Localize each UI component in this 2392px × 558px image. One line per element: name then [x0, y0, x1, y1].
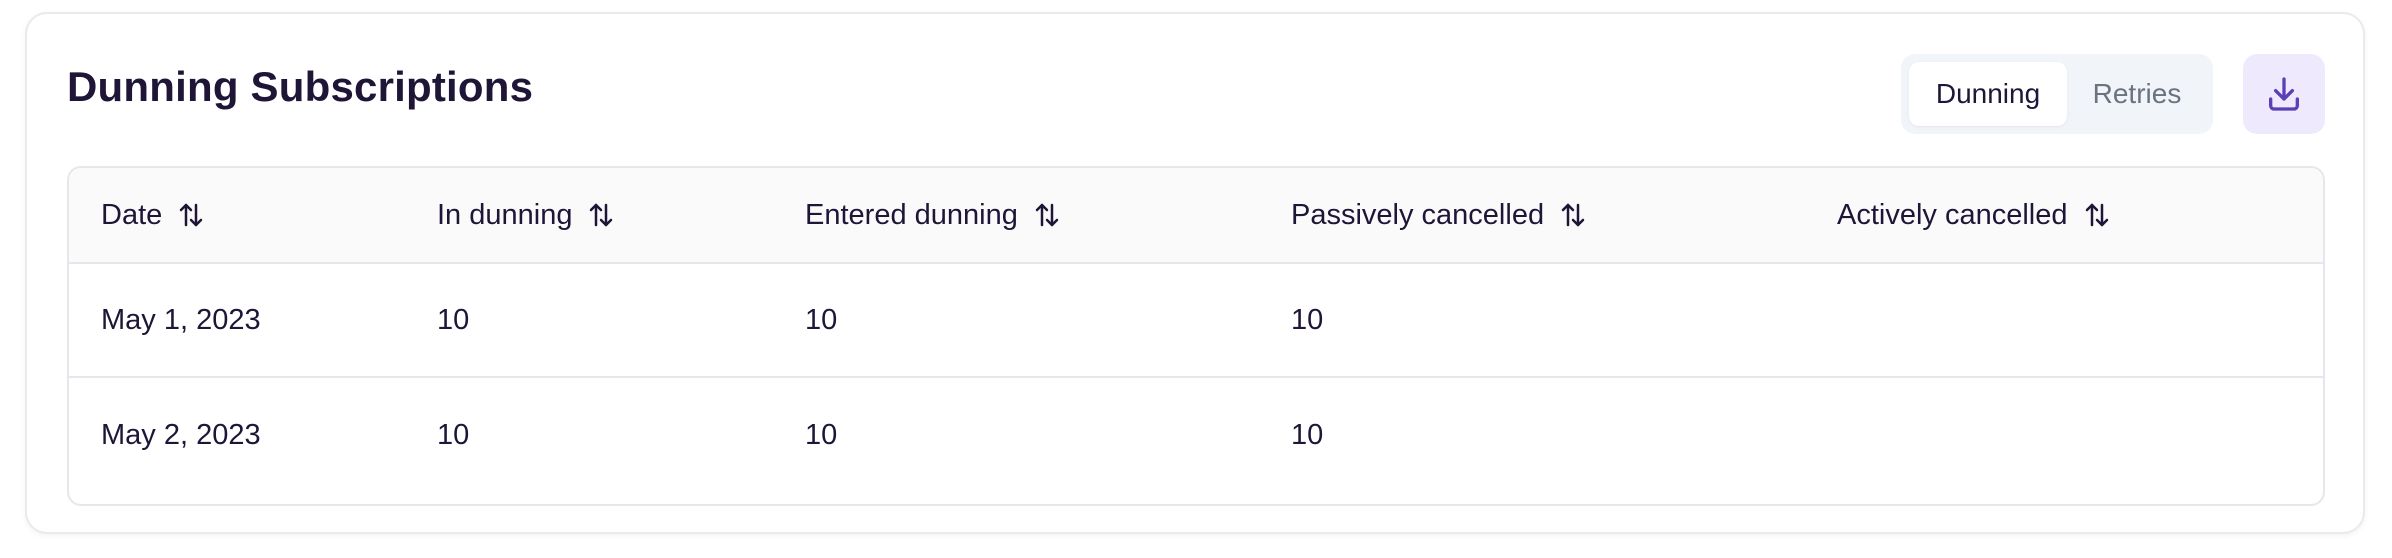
sort-arrows-icon[interactable]: [1558, 200, 1588, 230]
download-icon: [2269, 77, 2299, 111]
cell-entered-dunning: 10: [805, 303, 838, 336]
dunning-table: Date In dunning Entered dunning Passivel…: [67, 166, 2325, 506]
column-header-label: Entered dunning: [805, 198, 1018, 231]
table-header-row: Date In dunning Entered dunning Passivel…: [69, 168, 2323, 264]
cell-entered-dunning: 10: [805, 418, 838, 451]
column-header-label: Passively cancelled: [1291, 198, 1545, 231]
column-header-date[interactable]: Date: [101, 168, 206, 262]
column-header-label: Actively cancelled: [1837, 198, 2068, 231]
sort-arrows-icon[interactable]: [176, 200, 206, 230]
cell-date: May 1, 2023: [101, 303, 261, 336]
view-toggle: Dunning Retries: [1901, 54, 2213, 134]
cell-date: May 2, 2023: [101, 418, 261, 451]
dunning-subscriptions-card: Dunning Subscriptions Dunning Retries Da…: [25, 12, 2365, 534]
cell-in-dunning: 10: [437, 418, 470, 451]
column-header-passively-cancelled[interactable]: Passively cancelled: [1291, 168, 1588, 262]
column-header-entered-dunning[interactable]: Entered dunning: [805, 168, 1062, 262]
cell-passively-cancelled: 10: [1291, 418, 1324, 451]
toggle-dunning[interactable]: Dunning: [1909, 62, 2067, 126]
cell-passively-cancelled: 10: [1291, 303, 1324, 336]
column-header-in-dunning[interactable]: In dunning: [437, 168, 616, 262]
sort-arrows-icon[interactable]: [2082, 200, 2112, 230]
cell-in-dunning: 10: [437, 303, 470, 336]
column-header-label: Date: [101, 198, 163, 231]
toggle-retries[interactable]: Retries: [2092, 78, 2182, 109]
table-row: May 2, 2023 10 10 10: [69, 378, 2323, 492]
download-button[interactable]: [2243, 54, 2325, 134]
sort-arrows-icon[interactable]: [586, 200, 616, 230]
column-header-label: In dunning: [437, 198, 573, 231]
table-row: May 1, 2023 10 10 10: [69, 264, 2323, 378]
column-header-actively-cancelled[interactable]: Actively cancelled: [1837, 168, 2112, 262]
page-title: Dunning Subscriptions: [67, 63, 534, 110]
sort-arrows-icon[interactable]: [1032, 200, 1062, 230]
